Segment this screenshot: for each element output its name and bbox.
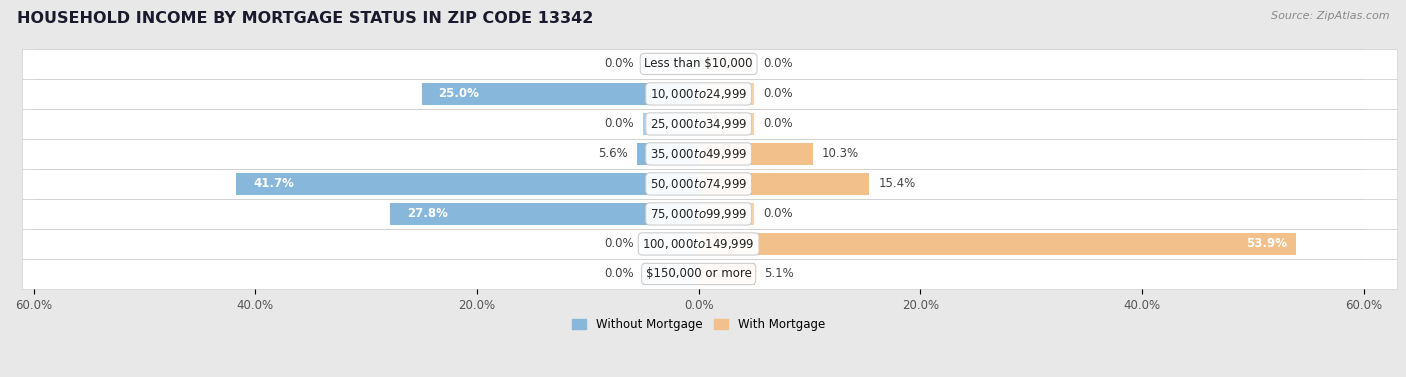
Bar [22,169,1398,199]
Text: Source: ZipAtlas.com: Source: ZipAtlas.com [1271,11,1389,21]
Text: 0.0%: 0.0% [763,87,793,100]
Text: 0.0%: 0.0% [763,118,793,130]
Legend: Without Mortgage, With Mortgage: Without Mortgage, With Mortgage [568,313,830,336]
Bar [699,233,1296,255]
Text: 41.7%: 41.7% [253,178,294,190]
Text: Less than $10,000: Less than $10,000 [644,57,752,70]
Bar [643,53,699,75]
Text: 5.1%: 5.1% [763,267,794,280]
Bar [699,53,754,75]
Text: 0.0%: 0.0% [605,238,634,250]
Text: $50,000 to $74,999: $50,000 to $74,999 [650,177,748,191]
Bar [637,143,699,165]
Bar [699,173,869,195]
Text: 15.4%: 15.4% [879,178,915,190]
Bar [236,173,699,195]
Text: HOUSEHOLD INCOME BY MORTGAGE STATUS IN ZIP CODE 13342: HOUSEHOLD INCOME BY MORTGAGE STATUS IN Z… [17,11,593,26]
Bar [22,49,1398,79]
Text: 27.8%: 27.8% [408,207,449,221]
Bar [643,263,699,285]
Text: 0.0%: 0.0% [605,57,634,70]
Text: $10,000 to $24,999: $10,000 to $24,999 [650,87,748,101]
Bar [699,113,754,135]
Bar [699,263,755,285]
Bar [22,199,1398,229]
Bar [22,139,1398,169]
Bar [422,83,699,105]
Bar [643,113,699,135]
Bar [699,83,754,105]
Bar [22,109,1398,139]
Text: $100,000 to $149,999: $100,000 to $149,999 [643,237,755,251]
Bar [699,143,813,165]
Bar [22,79,1398,109]
Text: $25,000 to $34,999: $25,000 to $34,999 [650,117,748,131]
Text: 0.0%: 0.0% [763,207,793,221]
Bar [699,203,754,225]
Text: $75,000 to $99,999: $75,000 to $99,999 [650,207,748,221]
Text: 10.3%: 10.3% [821,147,859,161]
Bar [22,259,1398,289]
Text: 0.0%: 0.0% [605,267,634,280]
Text: $35,000 to $49,999: $35,000 to $49,999 [650,147,748,161]
Text: 5.6%: 5.6% [598,147,627,161]
Bar [643,233,699,255]
Text: 53.9%: 53.9% [1246,238,1288,250]
Text: 25.0%: 25.0% [439,87,479,100]
Bar [391,203,699,225]
Text: 0.0%: 0.0% [763,57,793,70]
Text: $150,000 or more: $150,000 or more [645,267,752,280]
Bar [22,229,1398,259]
Text: 0.0%: 0.0% [605,118,634,130]
